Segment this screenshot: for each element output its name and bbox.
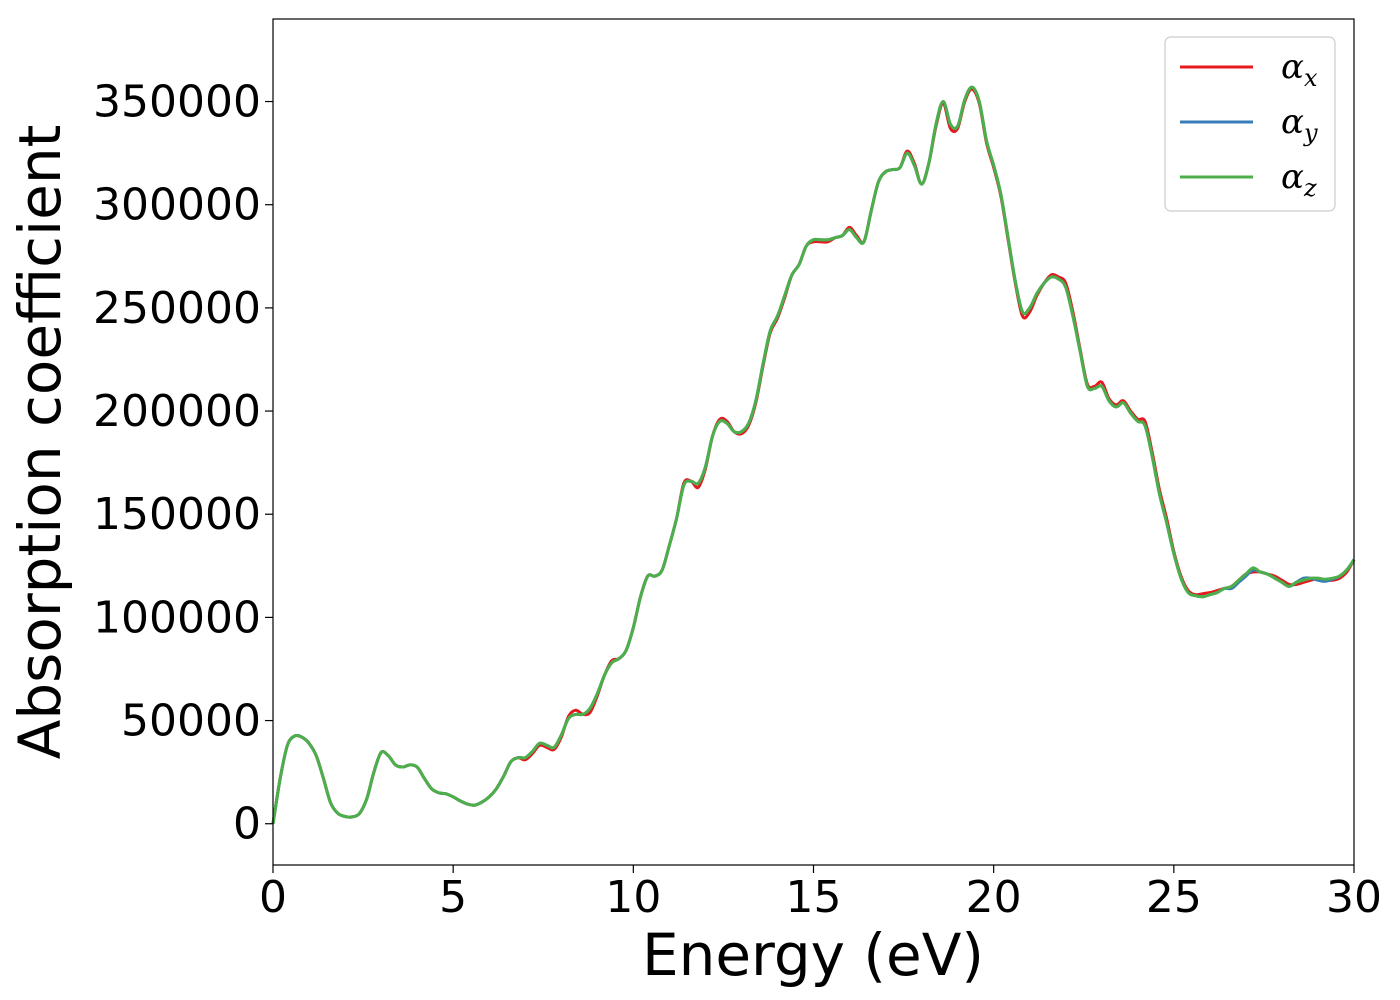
y-tick-label: 200000 <box>93 386 261 437</box>
x-tick-label: 25 <box>1146 872 1202 923</box>
y-tick-label: 150000 <box>93 489 261 540</box>
legend-label-x: αx <box>1281 47 1318 92</box>
y-axis: 0 50000 100000 150000 200000 250000 300000 3500… <box>93 77 273 850</box>
x-tick-label: 20 <box>966 872 1022 923</box>
y-tick-label: 100000 <box>93 592 261 643</box>
x-tick-label: 15 <box>786 872 842 923</box>
x-tick-label: 5 <box>439 872 467 923</box>
series-layer <box>271 85 1356 824</box>
x-tick-label: 0 <box>259 872 287 923</box>
y-tick-label: 300000 <box>93 180 261 231</box>
y-tick-label: 0 <box>233 799 261 850</box>
x-tick-label: 10 <box>605 872 661 923</box>
x-axis: 0 5 10 15 20 25 30 <box>259 865 1382 923</box>
legend: αx αy αz <box>1164 36 1336 212</box>
y-tick-label: 50000 <box>121 696 261 747</box>
legend-label-y: αy <box>1281 102 1318 147</box>
series-line-z <box>271 85 1356 824</box>
legend-box <box>1164 36 1336 212</box>
legend-label-z: αz <box>1281 157 1317 202</box>
x-tick-label: 30 <box>1326 872 1382 923</box>
y-tick-label: 350000 <box>93 77 261 128</box>
y-axis-title: Absorption coefficient <box>6 125 74 760</box>
x-axis-title: Energy (eV) <box>642 921 984 989</box>
y-tick-label: 250000 <box>93 283 261 334</box>
